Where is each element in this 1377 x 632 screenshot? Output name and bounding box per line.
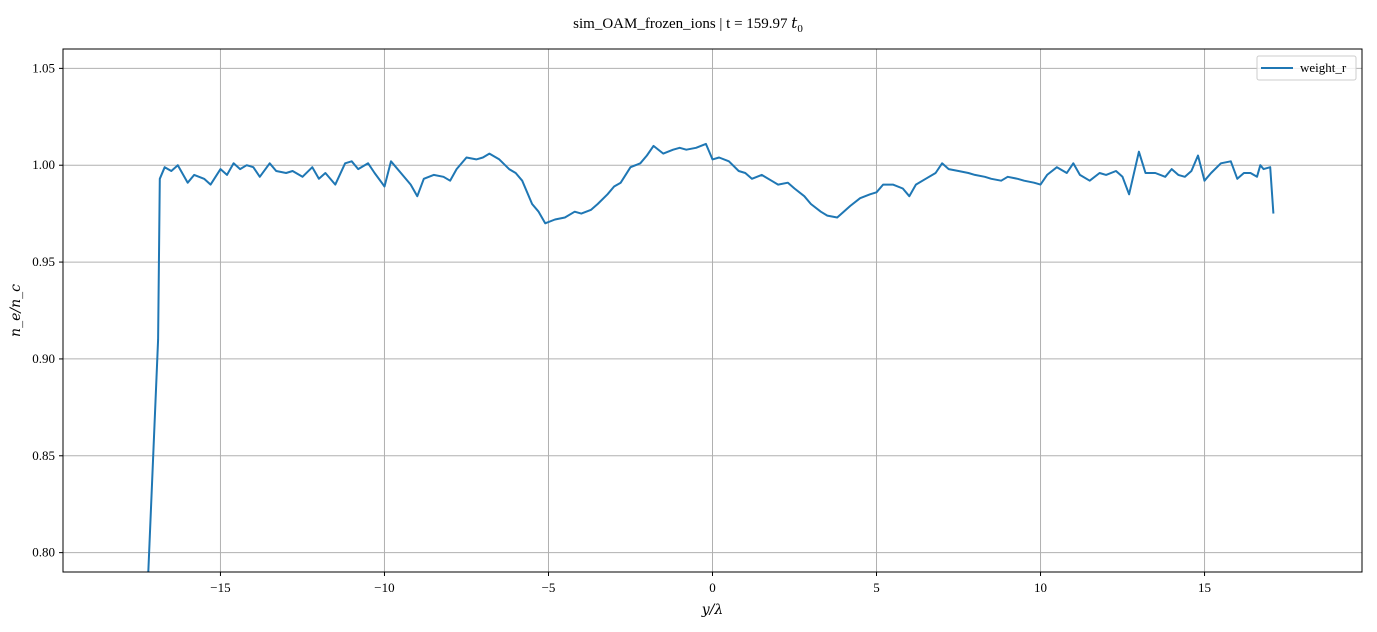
x-tick-label: 5 bbox=[873, 580, 880, 595]
y-axis-label: n_e/n_c bbox=[8, 284, 24, 337]
legend-label: weight_r bbox=[1300, 60, 1347, 75]
y-tick-label: 0.80 bbox=[32, 545, 55, 560]
legend: weight_r bbox=[1256, 55, 1357, 81]
y-tick-label: 1.00 bbox=[32, 157, 55, 172]
chart-title-prefix: sim_OAM_frozen_ions | t = 159.97 bbox=[573, 16, 791, 32]
x-axis-ticks: −15 −10 −5 0 5 10 15 bbox=[210, 572, 1211, 595]
x-axis-label: y/λ bbox=[701, 602, 724, 618]
y-tick-label: 0.90 bbox=[32, 351, 55, 366]
series-layer bbox=[147, 142, 1275, 572]
chart-title-math: t bbox=[791, 14, 798, 32]
x-tick-label: 15 bbox=[1198, 580, 1211, 595]
x-tick-label: 0 bbox=[709, 580, 716, 595]
x-tick-label: 10 bbox=[1034, 580, 1047, 595]
chart-title: sim_OAM_frozen_ions | t = 159.97 t0 bbox=[573, 14, 803, 35]
x-tick-label: −5 bbox=[542, 580, 556, 595]
series-line-weight_r bbox=[147, 142, 1275, 572]
x-tick-label: −15 bbox=[210, 580, 230, 595]
y-axis-ticks: 0.80 0.85 0.90 0.95 1.00 1.05 bbox=[32, 60, 63, 560]
y-tick-label: 1.05 bbox=[32, 60, 55, 75]
chart-title-text: sim_OAM_frozen_ions | t = 159.97 t0 bbox=[573, 14, 803, 35]
y-tick-label: 0.95 bbox=[32, 254, 55, 269]
grid bbox=[63, 49, 1362, 572]
legend-box bbox=[1256, 55, 1357, 81]
y-tick-label: 0.85 bbox=[32, 448, 55, 463]
chart-title-math-sub: 0 bbox=[797, 23, 803, 35]
x-tick-label: −10 bbox=[374, 580, 394, 595]
